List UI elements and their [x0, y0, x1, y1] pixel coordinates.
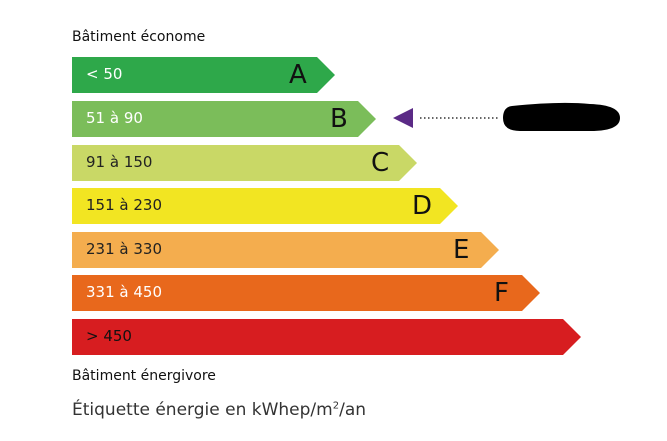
- energy-class-d: 151 à 230 D: [72, 188, 458, 224]
- energy-class-f: 331 à 450 F: [72, 275, 540, 311]
- energy-class-b: 51 à 90 B: [72, 101, 376, 137]
- footer-prefix: Étiquette énergie en kWhep/m: [72, 400, 333, 420]
- indicator: [393, 102, 620, 131]
- energy-class-a: < 50 A: [72, 57, 335, 93]
- class-range: < 50: [86, 65, 123, 83]
- class-letter: E: [453, 235, 470, 265]
- bottom-label: Bâtiment énergivore: [72, 368, 216, 384]
- class-range: 231 à 330: [86, 240, 162, 258]
- class-letter: C: [371, 148, 390, 178]
- class-letter: A: [289, 60, 307, 90]
- energy-class-c: 91 à 150 C: [72, 145, 417, 181]
- energy-class-e: 231 à 330 E: [72, 232, 499, 268]
- indicator-arrow-icon: [393, 108, 413, 128]
- class-range: 151 à 230: [86, 196, 162, 214]
- class-range: > 450: [86, 327, 132, 345]
- footer-caption: Étiquette énergie en kWhep/m2/an: [72, 400, 366, 420]
- class-range: 51 à 90: [86, 109, 143, 127]
- energy-class-g: > 450: [72, 319, 581, 355]
- class-letter: B: [330, 104, 348, 134]
- class-range: 91 à 150: [86, 153, 153, 171]
- footer-suffix: /an: [339, 400, 367, 420]
- class-letter: D: [412, 191, 433, 221]
- redacted-value: [503, 102, 620, 131]
- class-range: 331 à 450: [86, 283, 162, 301]
- top-label: Bâtiment économe: [72, 29, 206, 45]
- class-letter: F: [494, 278, 509, 308]
- footer-sup: 2: [332, 400, 340, 412]
